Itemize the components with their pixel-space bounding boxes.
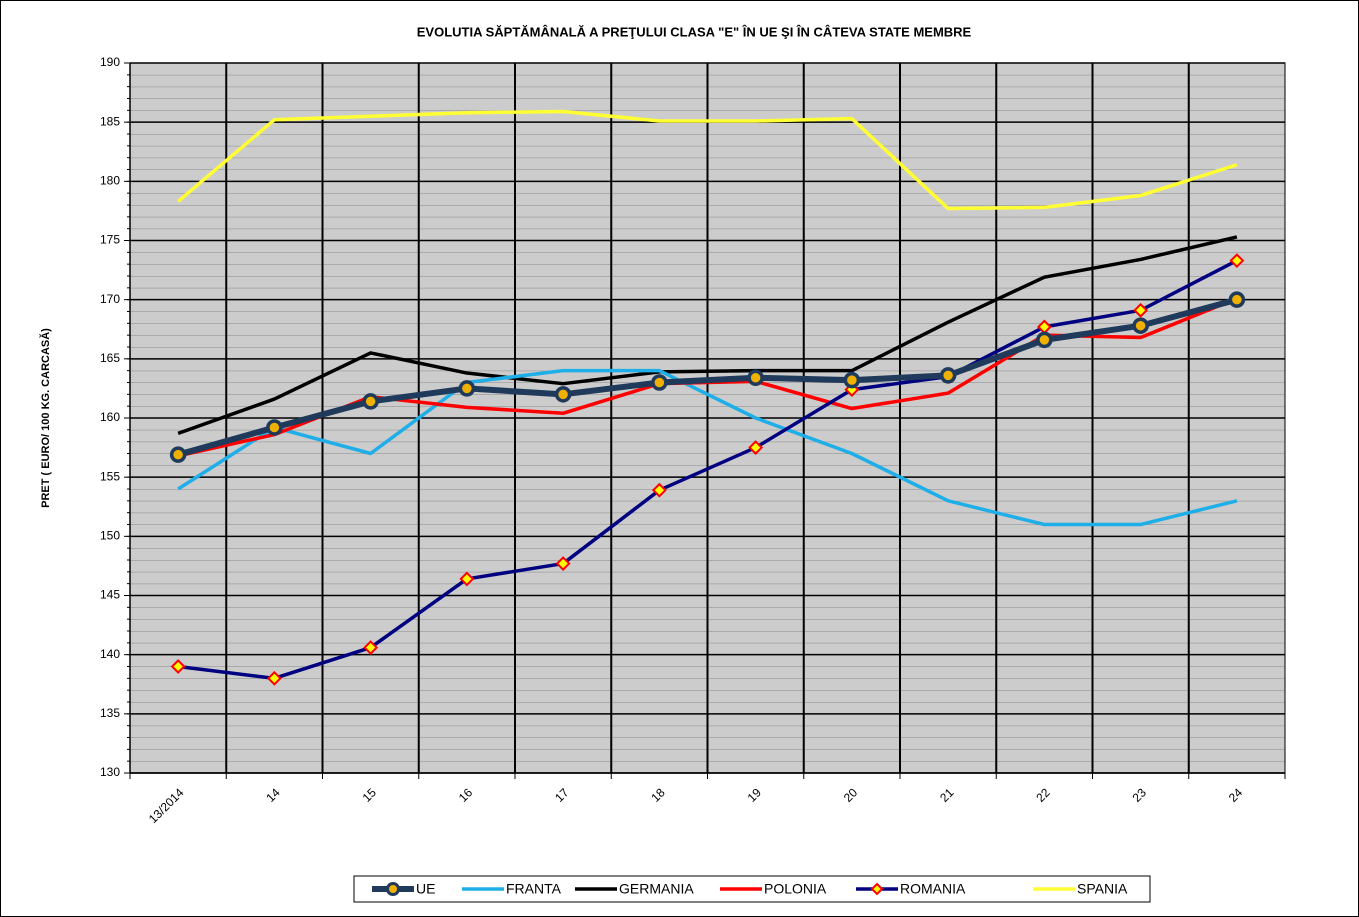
marker [651, 482, 667, 498]
series-line [177, 296, 1238, 458]
marker [362, 393, 379, 410]
legend-marker [386, 882, 400, 896]
y-tick-label: 185 [100, 114, 120, 128]
marker [843, 371, 861, 389]
marker [363, 640, 379, 655]
legend-label: SPANIA [1077, 881, 1128, 897]
y-axis-label: PRET ( EURO/ 100 KG. CARCASĂ) [39, 328, 52, 508]
marker [748, 440, 764, 455]
series-line [177, 235, 1238, 436]
marker [266, 419, 283, 436]
marker [1133, 302, 1149, 318]
marker [651, 374, 668, 391]
marker [266, 670, 282, 686]
legend-label: UE [416, 881, 435, 897]
marker [1132, 317, 1149, 334]
y-tick-label: 175 [100, 233, 120, 247]
marker [939, 367, 957, 384]
series-line [177, 259, 1238, 681]
chart-title: EVOLUTIA SĂPTĂMÂNALĂ A PREŢULUI CLASA "E… [417, 24, 972, 39]
legend-label: GERMANIA [619, 881, 694, 897]
marker [554, 386, 572, 403]
y-tick-label: 170 [100, 292, 120, 306]
marker [458, 380, 476, 397]
legend-label: FRANTA [506, 881, 562, 897]
y-tick-label: 130 [100, 765, 120, 779]
series-line [176, 109, 1238, 211]
legend-marker [870, 882, 884, 896]
legend-label: ROMANIA [900, 881, 966, 897]
y-tick-label: 140 [100, 647, 120, 661]
y-tick-label: 160 [100, 410, 120, 424]
y-tick-label: 145 [100, 588, 120, 602]
marker [170, 659, 186, 674]
y-tick-label: 155 [100, 469, 120, 483]
y-tick-label: 190 [100, 55, 120, 69]
marker [1228, 291, 1246, 308]
marker [1036, 331, 1053, 349]
marker [169, 446, 187, 463]
marker [747, 369, 764, 387]
y-tick-label: 165 [100, 351, 120, 365]
marker [1229, 253, 1245, 269]
series-line [177, 368, 1238, 527]
y-tick-label: 180 [100, 174, 120, 188]
y-tick-label: 150 [100, 529, 120, 543]
marker [555, 556, 571, 571]
y-tick-label: 135 [100, 706, 120, 720]
marker [459, 571, 475, 587]
legend-label: POLONIA [764, 881, 827, 897]
